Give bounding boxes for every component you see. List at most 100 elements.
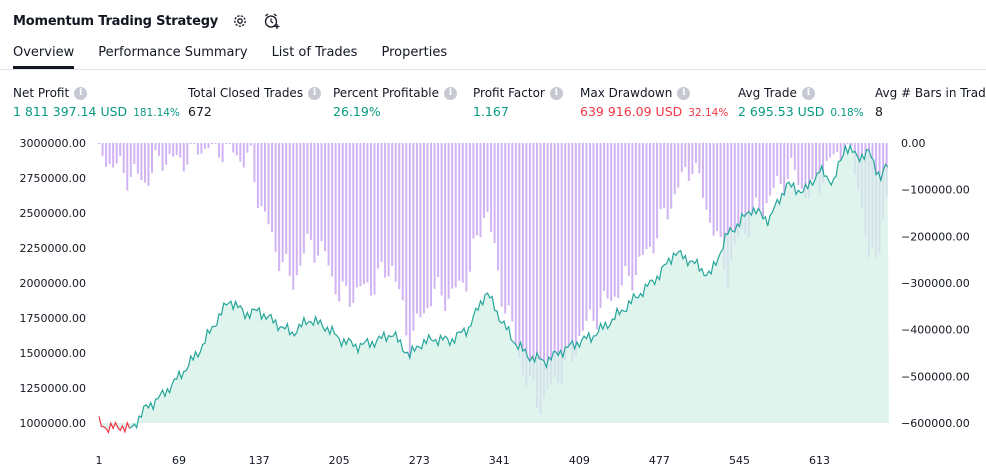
tab-performance-summary[interactable]: Performance Summary: [98, 45, 248, 60]
drawdown-bar: [331, 143, 334, 277]
x-axis-tick: 273: [409, 454, 430, 467]
drawdown-bar: [461, 143, 464, 283]
drawdown-bar: [786, 143, 789, 179]
drawdown-bar: [627, 143, 630, 276]
drawdown-bar: [186, 143, 189, 165]
drawdown-bar: [136, 143, 139, 174]
drawdown-bar: [811, 143, 814, 180]
x-axis-tick: 477: [649, 454, 670, 467]
drawdown-bar: [345, 143, 348, 286]
drawdown-bar: [751, 143, 754, 216]
drawdown-bar: [535, 143, 538, 408]
drawdown-bar: [182, 143, 185, 172]
left-axis-tick: 2000000.00: [20, 277, 86, 290]
metric-max-drawdown: Max Drawdown i 639 916.09 USD 32.14%: [580, 86, 728, 119]
drawdown-bar: [762, 143, 765, 217]
tab-overview[interactable]: Overview: [13, 43, 75, 69]
drawdown-bar: [648, 143, 651, 247]
drawdown-bar: [677, 143, 680, 188]
drawdown-bar: [232, 143, 235, 153]
drawdown-bar: [543, 143, 546, 398]
metric-percent: 181.14%: [133, 107, 180, 119]
metric-avg-bars-in-trades: Avg # Bars in Trades 8: [875, 86, 986, 119]
info-icon[interactable]: i: [308, 86, 322, 100]
equity-line-negative: [98, 416, 131, 434]
drawdown-bar: [239, 143, 242, 162]
drawdown-bar: [115, 143, 118, 164]
drawdown-bar: [267, 143, 270, 225]
metric-total-closed-trades: Total Closed Trades i 672: [188, 86, 322, 119]
x-axis: 1 69 137 205 273 341 409 477 545 613: [96, 454, 831, 467]
drawdown-bar: [758, 143, 761, 211]
drawdown-bar: [408, 143, 411, 360]
tab-list-of-trades[interactable]: List of Trades: [271, 45, 358, 60]
drawdown-bar: [391, 143, 394, 266]
drawdown-bar: [553, 143, 556, 377]
drawdown-bar: [271, 143, 274, 232]
drawdown-bar: [458, 143, 461, 281]
drawdown-bar: [659, 143, 662, 210]
gear-icon[interactable]: [230, 11, 250, 31]
drawdown-bar: [352, 143, 355, 303]
drawdown-bar: [754, 143, 757, 198]
alarm-add-icon[interactable]: [262, 11, 282, 31]
drawdown-bar: [196, 143, 199, 155]
info-icon[interactable]: i: [74, 86, 88, 100]
drawdown-bar: [295, 143, 298, 276]
drawdown-bar: [832, 143, 835, 155]
drawdown-bar: [825, 143, 828, 161]
tab-properties[interactable]: Properties: [381, 45, 448, 60]
drawdown-bar: [504, 143, 507, 314]
drawdown-bar: [299, 143, 302, 266]
drawdown-bar: [369, 143, 372, 296]
metric-value: 1 811 397.14 USD: [13, 104, 128, 119]
drawdown-bar: [380, 143, 383, 263]
metric-label: Max Drawdown: [580, 86, 673, 100]
drawdown-bar: [359, 143, 362, 287]
metric-value: 26.19%: [333, 104, 381, 119]
info-icon[interactable]: i: [801, 86, 815, 100]
drawdown-bar: [772, 143, 775, 189]
drawdown-bar: [444, 143, 447, 311]
metric-value: 8: [875, 104, 883, 119]
drawdown-bar: [539, 143, 542, 414]
drawdown-bar: [327, 143, 330, 266]
drawdown-bar: [790, 143, 793, 158]
info-icon[interactable]: i: [677, 86, 691, 100]
drawdown-bar: [285, 143, 288, 254]
drawdown-bar: [401, 143, 404, 301]
drawdown-bar: [613, 143, 616, 297]
drawdown-bar: [560, 143, 563, 385]
drawdown-bar: [422, 143, 425, 314]
metric-avg-trade: Avg Trade i 2 695.53 USD 0.18%: [738, 86, 864, 119]
drawdown-bar: [313, 143, 316, 263]
left-axis-tick: 1750000.00: [20, 312, 86, 325]
drawdown-bar: [807, 143, 810, 199]
info-icon[interactable]: i: [443, 86, 457, 100]
x-axis-tick: 409: [569, 454, 590, 467]
drawdown-bar: [278, 143, 281, 272]
metric-percent-profitable: Percent Profitable i 26.19%: [333, 86, 457, 119]
drawdown-bar: [207, 143, 210, 149]
drawdown-bar: [246, 143, 249, 153]
info-icon[interactable]: i: [549, 86, 563, 100]
drawdown-bar: [581, 143, 584, 331]
drawdown-bar: [528, 143, 531, 377]
right-axis-tick: −300000.00: [901, 277, 970, 290]
drawdown-bar: [306, 143, 309, 234]
drawdown-bar: [726, 143, 729, 289]
drawdown-bar: [161, 143, 164, 171]
drawdown-bar: [719, 143, 722, 238]
drawdown-bar: [631, 143, 634, 291]
drawdown-bar: [567, 143, 570, 350]
drawdown-bar: [309, 143, 312, 240]
drawdown-bar: [316, 143, 319, 256]
drawdown-bar: [348, 143, 351, 307]
drawdown-bar: [546, 143, 549, 390]
drawdown-bar: [415, 143, 418, 314]
drawdown-bar: [292, 143, 295, 290]
drawdown-bar: [511, 143, 514, 322]
drawdown-bar: [486, 143, 489, 212]
drawdown-bar: [482, 143, 485, 218]
drawdown-bar: [776, 143, 779, 177]
